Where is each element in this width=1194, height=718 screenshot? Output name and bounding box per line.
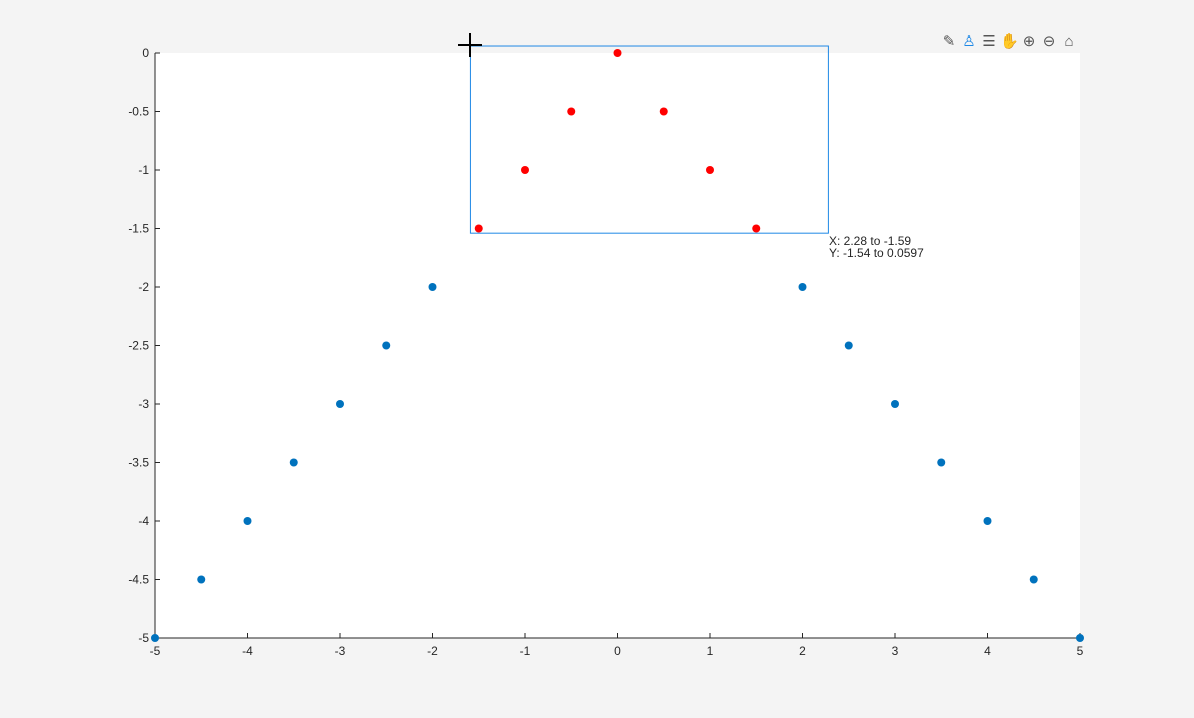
data-point[interactable] (336, 400, 344, 408)
data-point[interactable] (428, 283, 437, 291)
x-tick-label: -4 (242, 644, 253, 658)
x-tick-label: -3 (335, 644, 346, 658)
brush-readout-y: Y: -1.54 to 0.0597 (829, 246, 924, 260)
y-tick-label: -3 (138, 397, 149, 411)
data-point[interactable] (891, 400, 899, 408)
brush-icon[interactable]: ♙ (962, 33, 976, 50)
x-tick-label: 0 (614, 644, 621, 658)
axes-toolbar: ✎ ♙ ☰ ✋ ⊕ ⊖ ⌂ (940, 32, 1078, 52)
data-tips-icon[interactable]: ✎ (942, 33, 956, 50)
brush-readout-x: X: 2.28 to -1.59 (829, 234, 912, 248)
brushed-data-point[interactable] (706, 166, 714, 174)
plot-area[interactable] (155, 53, 1080, 638)
x-tick-label: 2 (799, 644, 806, 658)
data-point[interactable] (289, 458, 298, 467)
y-tick-label: -5 (138, 631, 149, 645)
data-point[interactable] (151, 634, 159, 642)
y-tick-label: -3.5 (128, 456, 149, 470)
data-point[interactable] (983, 517, 992, 525)
brushed-data-point[interactable] (659, 107, 668, 116)
brushed-data-point[interactable] (521, 166, 529, 174)
x-tick-label: -2 (427, 644, 438, 658)
legend-icon[interactable]: ☰ (982, 33, 996, 50)
brush-readout: X: 2.28 to -1.59 Y: -1.54 to 0.0597 (829, 235, 924, 259)
brushed-data-point[interactable] (474, 224, 483, 233)
y-tick-label: -4.5 (128, 573, 149, 587)
y-tick-label: -1 (138, 163, 149, 177)
data-point[interactable] (844, 341, 853, 350)
brushed-data-point[interactable] (567, 107, 576, 116)
data-point[interactable] (382, 341, 391, 350)
x-tick-label: -5 (150, 644, 161, 658)
crosshair-cursor-icon (458, 33, 482, 57)
zoom-in-icon[interactable]: ⊕ (1022, 33, 1036, 50)
x-tick-label: -1 (520, 644, 531, 658)
brushed-data-point[interactable] (613, 49, 622, 57)
data-point[interactable] (798, 283, 807, 291)
data-point[interactable] (1076, 634, 1084, 642)
y-tick-label: -0.5 (128, 105, 149, 119)
brush-rectangle[interactable] (469, 45, 829, 234)
pan-hand-icon[interactable]: ✋ (1000, 33, 1019, 50)
x-tick-label: 4 (984, 644, 991, 658)
data-point[interactable] (1029, 575, 1038, 584)
x-tick-label: 1 (707, 644, 714, 658)
home-icon[interactable]: ⌂ (1064, 33, 1074, 50)
y-tick-label: -4 (138, 514, 149, 528)
y-tick-label: -1.5 (128, 222, 149, 236)
brushed-data-point[interactable] (752, 224, 761, 233)
zoom-out-icon[interactable]: ⊖ (1042, 33, 1056, 50)
y-tick-label: 0 (142, 46, 149, 60)
y-tick-label: -2 (138, 280, 149, 294)
data-point[interactable] (937, 458, 946, 467)
y-tick-label: -2.5 (128, 339, 149, 353)
x-tick-label: 5 (1077, 644, 1084, 658)
x-tick-label: 3 (892, 644, 899, 658)
data-point[interactable] (197, 575, 206, 584)
data-point[interactable] (243, 517, 252, 525)
